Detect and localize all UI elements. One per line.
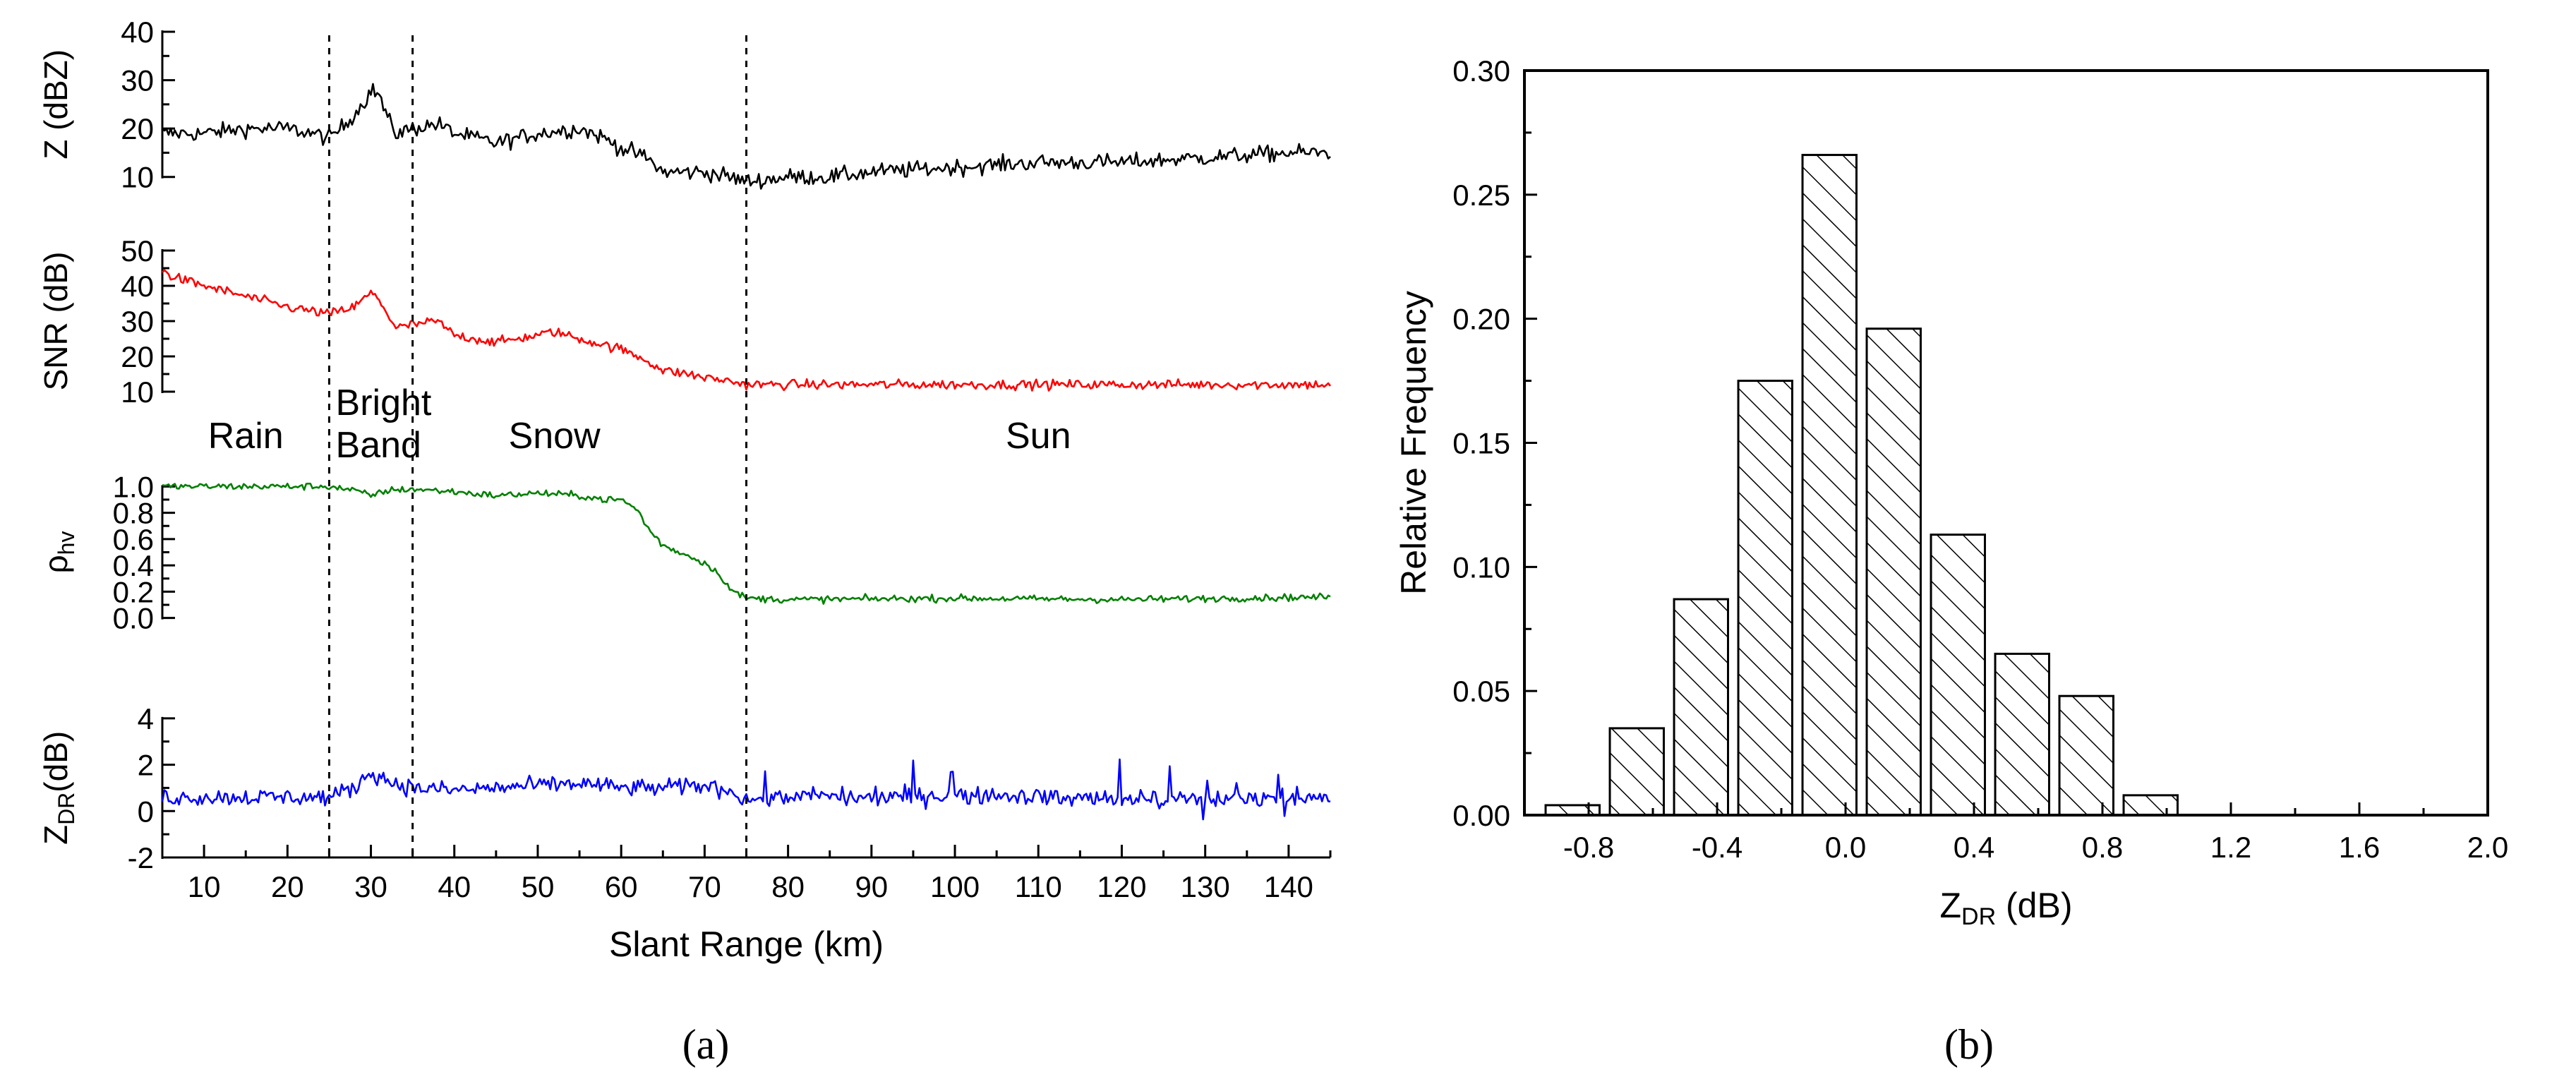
x-tick-label: 50	[522, 870, 555, 903]
histogram-bar	[1544, 804, 1601, 817]
panel-b-label: (b)	[1944, 1021, 1994, 1068]
y-axis-label: Relative Frequency	[1394, 291, 1433, 595]
y-tick-label: 0.10	[1452, 550, 1510, 584]
region-label: Rain	[208, 416, 284, 457]
y-axis-label: SNR (dB)	[37, 252, 74, 391]
x-tick-label: 120	[1097, 870, 1146, 903]
histogram-bar	[1737, 380, 1793, 817]
histogram-bar	[1865, 327, 1922, 817]
x-tick-label: 1.2	[2210, 831, 2251, 864]
y-tick-label: 40	[121, 270, 154, 303]
y-axis-label: ZDR(dB)	[37, 731, 79, 845]
x-tick-label: 60	[605, 870, 638, 903]
y-tick-label: 20	[121, 340, 154, 373]
y-tick-label: 10	[121, 161, 154, 194]
histogram-bar	[1673, 598, 1729, 817]
series-z-group: 10 20 30 40 Z (dBZ)	[37, 16, 1331, 194]
y-tick-label: 0.8	[113, 497, 154, 530]
histogram-bar	[2058, 694, 2114, 817]
region-label: Sun	[1006, 416, 1071, 457]
series-zdr-group: -2 0 2 4 ZDR(dB)	[37, 702, 1331, 874]
panel-a-label: (a)	[682, 1021, 730, 1068]
series-rho_hv-group: 0.00.20.40.60.81.0 ρhv	[37, 470, 1331, 635]
x-tick-label: 0.8	[2082, 831, 2123, 864]
y-tick-label: 0.2	[113, 575, 154, 608]
x-axis-label: Slant Range (km)	[609, 925, 884, 964]
y-tick-label: 4	[138, 702, 154, 735]
x-tick-label: 40	[438, 870, 471, 903]
y-tick-label: 0.20	[1452, 303, 1510, 336]
x-tick-label: 70	[688, 870, 721, 903]
y-tick-label: 40	[121, 16, 154, 49]
y-tick-label: 1.0	[113, 470, 154, 503]
histogram-bar	[1994, 652, 2050, 817]
y-tick-label: 30	[121, 305, 154, 338]
x-tick-label: 130	[1181, 870, 1230, 903]
x-tick-label: 10	[188, 870, 221, 903]
panel-b-histogram: 0.00 0.05 0.10 0.15 0.20 0.25 0.30 Relative Fre…	[1394, 54, 2508, 930]
y-tick-label: 0.0	[113, 602, 154, 635]
y-tick-label: 10	[121, 375, 154, 409]
x-tick-label: 30	[354, 870, 387, 903]
y-tick-label: 50	[121, 234, 154, 267]
x-tick-label: 20	[271, 870, 304, 903]
y-tick-label: 0.6	[113, 523, 154, 556]
histogram-bar	[1608, 727, 1665, 817]
y-tick-label: 30	[121, 64, 154, 97]
histogram-bar	[1930, 534, 1986, 817]
x-tick-label: 80	[771, 870, 805, 903]
region-label: Snow	[509, 416, 601, 457]
y-axis-label: Z (dBZ)	[37, 49, 74, 159]
x-tick-label: 110	[1015, 870, 1062, 903]
series-line-zdr	[161, 758, 1331, 821]
x-tick-label: -0.4	[1692, 831, 1743, 864]
y-tick-label: 0.05	[1452, 675, 1510, 708]
x-tick-label: 140	[1264, 870, 1313, 903]
y-tick-label: 0.15	[1452, 427, 1510, 460]
x-tick-label: 100	[930, 870, 980, 903]
x-axis-label: ZDR (dB)	[1939, 886, 2072, 930]
histogram-bar	[2122, 794, 2179, 817]
y-tick-label: 2	[138, 749, 154, 782]
y-tick-label: 0.30	[1452, 54, 1510, 88]
y-tick-label: 20	[121, 112, 154, 145]
histogram-bar	[1801, 154, 1858, 817]
y-tick-label: 0.4	[113, 549, 154, 582]
y-axis-label: ρhv	[37, 531, 79, 574]
y-tick-label: 0	[138, 795, 154, 828]
region-label: Band	[336, 425, 421, 466]
x-tick-label: 2.0	[2467, 831, 2508, 864]
x-tick-label: 90	[855, 870, 888, 903]
y-tick-label: 0.00	[1452, 799, 1510, 832]
x-tick-label: 0.0	[1825, 831, 1866, 864]
x-tick-label: 0.4	[1954, 831, 1994, 864]
x-tick-label: 1.6	[2339, 831, 2380, 864]
y-tick-label: -2	[128, 841, 154, 874]
y-tick-label: 0.25	[1452, 179, 1510, 212]
region-label: Bright	[336, 383, 432, 423]
series-line-snr	[162, 269, 1332, 392]
x-tick-label: -0.8	[1563, 831, 1614, 864]
